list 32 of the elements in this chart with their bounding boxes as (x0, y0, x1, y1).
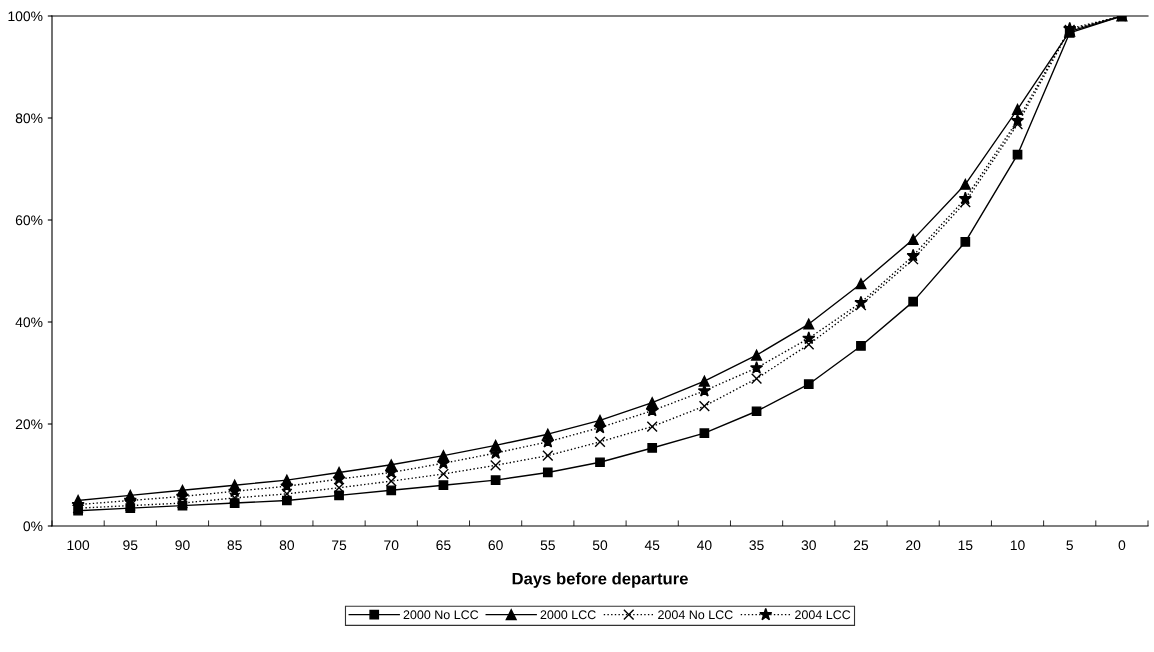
x-tick-label: 10 (1010, 540, 1025, 551)
x-tick-label: 60 (488, 540, 503, 551)
y-tick-label: 0% (23, 521, 43, 532)
x-tick-label: 65 (436, 540, 451, 551)
y-tick-label: 20% (15, 419, 43, 430)
x-tick-label: 85 (227, 540, 242, 551)
x-tick-label: 80 (279, 540, 295, 551)
y-tick-label: 40% (15, 317, 43, 328)
x-tick-label: 45 (644, 540, 660, 551)
x-tick-label: 40 (696, 540, 712, 551)
x-tick-label: 20 (906, 540, 921, 551)
legend-label: 2000 LCC (540, 610, 596, 620)
x-tick-label: 5 (1066, 540, 1073, 551)
y-tick-label: 80% (15, 113, 43, 124)
legend-label: 2000 No LCC (403, 610, 479, 620)
x-tick-label: 0 (1118, 540, 1126, 551)
x-axis-title: Days before departure (512, 572, 688, 588)
y-tick-label: 60% (15, 215, 43, 226)
x-tick-label: 75 (332, 540, 347, 551)
y-tick-label: 100% (8, 11, 43, 22)
x-tick-label: 15 (958, 540, 973, 551)
x-tick-label: 95 (123, 540, 138, 551)
x-tick-label: 90 (175, 540, 190, 551)
x-tick-label: 25 (853, 540, 869, 551)
x-tick-label: 70 (384, 540, 399, 551)
x-tick-label: 30 (801, 540, 816, 551)
x-tick-label: 100 (67, 540, 90, 551)
x-tick-label: 55 (540, 540, 555, 551)
x-tick-label: 35 (749, 540, 764, 551)
legend-label: 2004 No LCC (658, 610, 733, 620)
x-tick-label: 50 (592, 540, 608, 551)
legend-label: 2004 LCC (795, 610, 851, 620)
